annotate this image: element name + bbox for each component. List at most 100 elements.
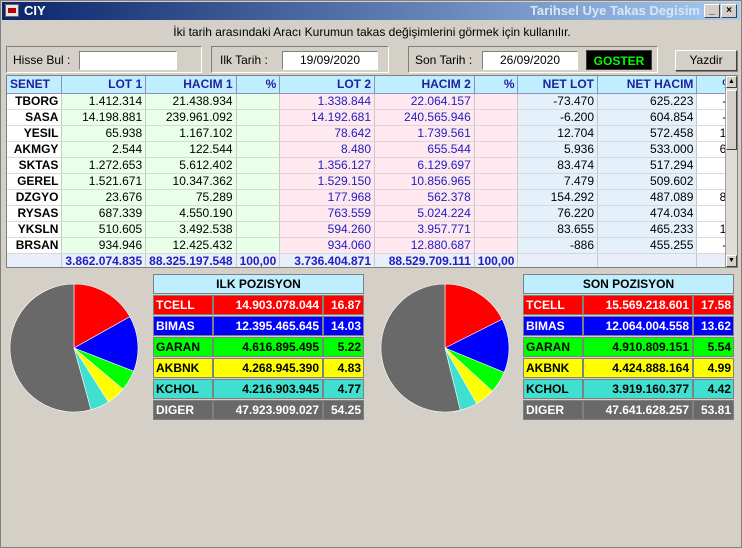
goster-button[interactable]: GOSTER [586,50,652,70]
table-cell: 12.425.432 [145,237,237,254]
table-cell: 10.856.965 [374,173,475,190]
table-cell: 517.294 [597,157,698,174]
position-value: 4.216.903.945 [213,379,323,399]
son-tarih-label: Son Tarih : [415,53,473,67]
table-cell: 83.474 [517,157,598,174]
table-cell: 465.233 [597,221,698,238]
position-percent: 5.22 [323,337,364,357]
column-header[interactable]: SENET [7,76,63,94]
table-cell: 12.880.687 [374,237,475,254]
scroll-thumb[interactable] [726,90,737,150]
position-name: KCHOL [153,379,213,399]
table-cell [236,237,281,254]
son-tarih-field[interactable]: 26/09/2020 [482,51,578,70]
table-row[interactable]: AKMGY 2.544 122.544 8.480 655.544 5.936 533.00… [7,141,737,158]
scroll-up-icon[interactable]: ▲ [726,76,737,88]
total-cell: 100,00 [236,253,281,267]
table-cell: 154.292 [517,189,598,206]
yazdir-button[interactable]: Yazdir [675,50,737,71]
position-name: DIGER [523,400,583,420]
table-row[interactable]: YKSLN 510.605 3.492.538 594.260 3.957.771 83.… [7,221,737,238]
table-cell [236,205,281,222]
position-percent: 14.03 [323,316,364,336]
table-cell: 1.739.561 [374,125,475,142]
column-header[interactable]: % [474,76,519,94]
table-cell [474,205,519,222]
table-cell: 83.655 [517,221,598,238]
table-cell [474,125,519,142]
table-row[interactable]: DZGYO 23.676 75.289 177.968 562.378 154.292 48… [7,189,737,206]
table-cell: 7.479 [517,173,598,190]
ilk-tarih-field[interactable]: 19/09/2020 [282,51,378,70]
table-row[interactable]: TBORG 1.412.314 21.438.934 1.338.844 22.064.… [7,93,737,110]
table-cell: 8.480 [279,141,376,158]
title-bar: CIY Tarihsel Uye Takas Degisim _ × [2,2,740,20]
table-row[interactable]: SKTAS 1.272.653 5.612.402 1.356.127 6.129.69… [7,157,737,174]
minimize-icon[interactable]: _ [704,4,720,18]
total-cell: 88.529.709.111 [374,253,475,267]
table-cell: 1.529.150 [279,173,376,190]
column-header[interactable]: HACIM 1 [145,76,237,94]
table-cell: 78.642 [279,125,376,142]
position-percent: 54.25 [323,400,364,420]
position-row: DIGER 47.641.628.257 53.81 [523,400,734,420]
column-header[interactable]: HACIM 2 [374,76,475,94]
table-cell: 5.936 [517,141,598,158]
table-cell [236,125,281,142]
column-header[interactable]: NET HACIM [597,76,698,94]
table-cell [236,141,281,158]
position-percent: 17.58 [693,295,734,315]
table-cell: 122.544 [145,141,237,158]
hisse-input[interactable] [79,51,177,70]
scroll-down-icon[interactable]: ▼ [726,255,737,267]
ilk-pozisyon-pie [9,283,139,413]
position-row: DIGER 47.923.909.027 54.25 [153,400,364,420]
column-header[interactable]: % [236,76,281,94]
position-name: BIMAS [153,316,213,336]
close-icon[interactable]: × [721,4,737,18]
table-cell: 455.255 [597,237,698,254]
table-cell: 21.438.934 [145,93,237,110]
position-row: GARAN 4.616.895.495 5.22 [153,337,364,357]
total-cell [7,253,63,267]
position-name: BIMAS [523,316,583,336]
ilk-pozisyon-title: ILK POZISYON [153,274,364,294]
table-cell [474,141,519,158]
pie-slice-tcell [444,283,503,349]
position-row: TCELL 14.903.078.044 16.87 [153,295,364,315]
table-cell: 934.946 [61,237,147,254]
total-cell [597,253,698,267]
position-value: 14.903.078.044 [213,295,323,315]
table-cell: 604.854 [597,109,698,126]
column-header[interactable]: NET LOT [517,76,598,94]
column-header[interactable]: LOT 2 [279,76,376,94]
table-cell: 5.612.402 [145,157,237,174]
table-cell: 23.676 [61,189,147,206]
stock-symbol-cell: YKSLN [7,221,63,238]
table-cell: 239.961.092 [145,109,237,126]
column-header[interactable]: LOT 1 [61,76,147,94]
table-row[interactable]: BRSAN 934.946 12.425.432 934.060 12.880.687 -… [7,237,737,254]
vertical-scrollbar[interactable]: ▲ ▼ [725,76,737,267]
position-value: 47.641.628.257 [583,400,693,420]
stock-symbol-cell: AKMGY [7,141,63,158]
table-row[interactable]: SASA 14.198.881 239.961.092 14.192.681 240.5… [7,109,737,126]
total-cell [517,253,598,267]
table-cell [474,93,519,110]
table-cell: 474.034 [597,205,698,222]
table-row[interactable]: YESIL 65.938 1.167.102 78.642 1.739.561 12.70… [7,125,737,142]
position-value: 4.910.809.151 [583,337,693,357]
position-percent: 4.99 [693,358,734,378]
position-value: 12.064.004.558 [583,316,693,336]
table-row[interactable]: GEREL 1.521.671 10.347.362 1.529.150 10.856.… [7,173,737,190]
app-icon [5,4,19,17]
stock-symbol-cell: TBORG [7,93,63,110]
table-cell: 75.289 [145,189,237,206]
pie-slice-tcell [73,283,131,349]
table-cell: 1.167.102 [145,125,237,142]
table-row[interactable]: RYSAS 687.339 4.550.190 763.559 5.024.224 76.… [7,205,737,222]
son-tarih-group [408,46,658,73]
position-row: KCHOL 4.216.903.945 4.77 [153,379,364,399]
table-cell [474,221,519,238]
position-percent: 4.83 [323,358,364,378]
